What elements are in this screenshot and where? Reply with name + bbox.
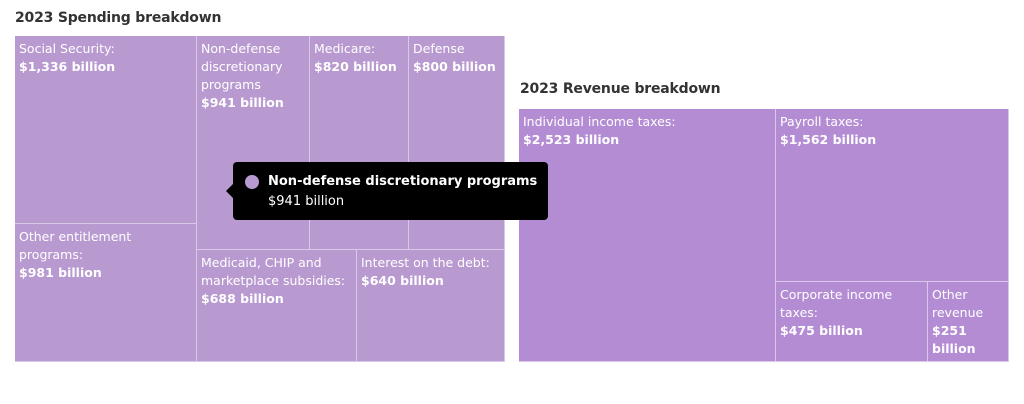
cell-label: Social Security:: [19, 41, 115, 56]
cell-value: $475 billion: [780, 323, 863, 338]
spending-title: 2023 Spending breakdown: [15, 10, 222, 26]
cell-value: $688 billion: [201, 291, 284, 306]
revenue-title: 2023 Revenue breakdown: [520, 81, 721, 97]
cell-label: Non-defense discretionary programs: [201, 41, 283, 92]
cell-label: Payroll taxes:: [780, 114, 864, 129]
revenue-cell[interactable]: Individual income taxes: $2,523 billion: [519, 109, 776, 362]
revenue-cell[interactable]: Payroll taxes: $1,562 billion: [776, 109, 1009, 282]
cell-label: Individual income taxes:: [523, 114, 676, 129]
cell-value: $640 billion: [361, 273, 444, 288]
cell-value: $251 billion: [932, 323, 976, 356]
cell-label: Interest on the debt:: [361, 255, 490, 270]
cell-value: $1,336 billion: [19, 59, 116, 74]
cell-label: Medicaid, CHIP and marketplace subsidies…: [201, 255, 346, 288]
tooltip-title: Non-defense discretionary programs: [268, 174, 538, 189]
revenue-cell[interactable]: Other revenue $251 billion: [928, 282, 1009, 362]
cell-value: $1,562 billion: [780, 132, 877, 147]
tooltip-dot-icon: [245, 175, 259, 189]
cell-label: Medicare:: [314, 41, 376, 56]
spending-cell[interactable]: Other entitlement programs: $981 billion: [15, 224, 197, 362]
spending-cell[interactable]: Medicaid, CHIP and marketplace subsidies…: [197, 250, 357, 362]
cell-label: Defense: [413, 41, 465, 56]
spending-cell[interactable]: Social Security: $1,336 billion: [15, 36, 197, 224]
cell-label: Corporate income taxes:: [780, 287, 893, 320]
tooltip: Non-defense discretionary programs $941 …: [226, 162, 548, 220]
tooltip-value: $941 billion: [268, 194, 345, 209]
cell-value: $2,523 billion: [523, 132, 620, 147]
revenue-cell[interactable]: Corporate income taxes: $475 billion: [776, 282, 928, 362]
cell-value: $800 billion: [413, 59, 496, 74]
spending-cell[interactable]: Interest on the debt: $640 billion: [357, 250, 505, 362]
cell-label: Other entitlement programs:: [19, 229, 132, 262]
cell-value: $820 billion: [314, 59, 397, 74]
cell-label: Other revenue: [932, 287, 984, 320]
cell-value: $981 billion: [19, 265, 102, 280]
cell-value: $941 billion: [201, 95, 284, 110]
